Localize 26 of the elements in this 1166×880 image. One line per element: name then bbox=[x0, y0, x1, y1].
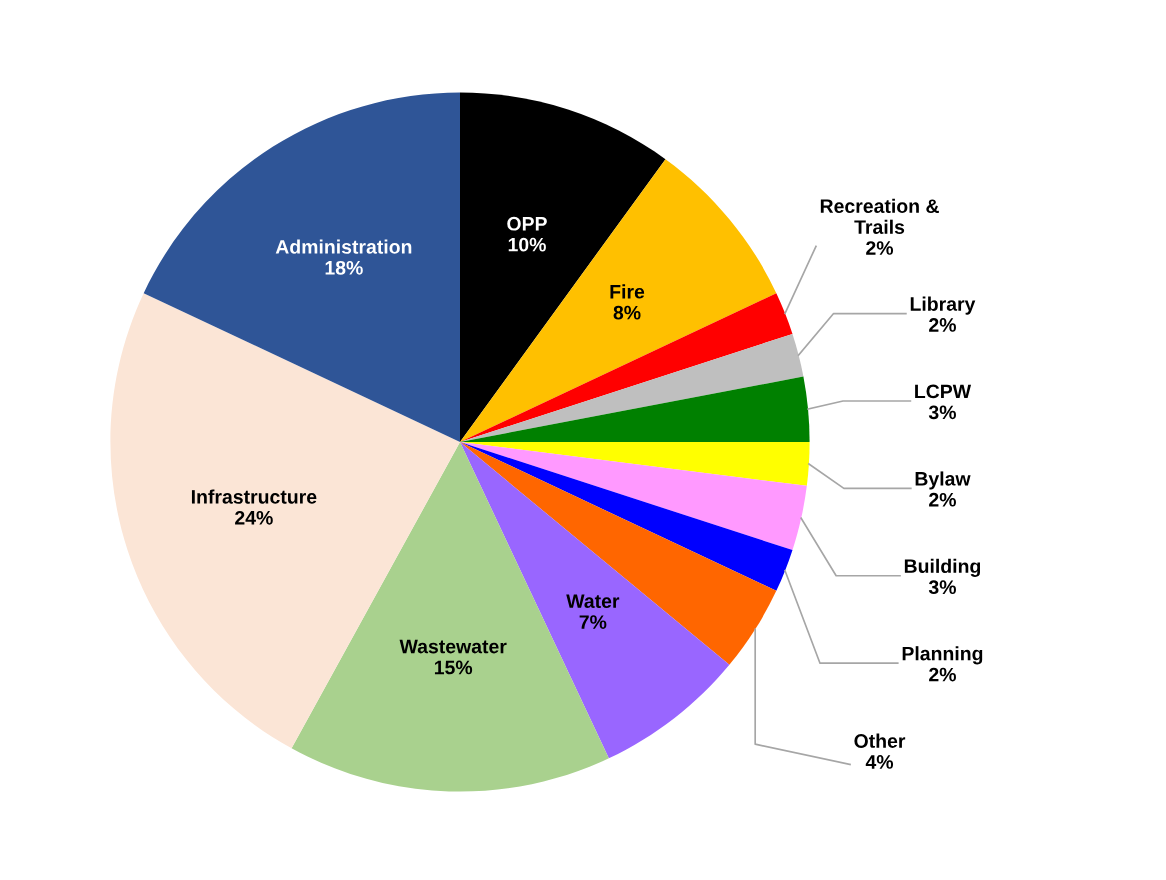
data-label: 10% bbox=[508, 237, 546, 252]
data-label: 24% bbox=[235, 510, 273, 525]
data-label: 2% bbox=[929, 318, 956, 332]
slice-label: Planning bbox=[902, 646, 983, 665]
data-label: 4% bbox=[865, 755, 894, 769]
data-label: 3% bbox=[928, 580, 956, 595]
slice-label: Fire bbox=[610, 284, 645, 299]
slice-label: Bylaw bbox=[915, 471, 971, 490]
data-label: 2% bbox=[866, 241, 894, 255]
slice-label: Building bbox=[904, 558, 981, 577]
slice-label: Wastewater bbox=[399, 639, 507, 654]
data-label: 18% bbox=[325, 260, 363, 275]
data-label: 3% bbox=[928, 405, 956, 420]
data-label: 15% bbox=[434, 660, 473, 675]
data-label: 8% bbox=[613, 305, 641, 320]
slice-label: Recreation & Trails bbox=[820, 198, 939, 234]
slice-label: Water bbox=[566, 594, 620, 609]
slice-label: Infrastructure bbox=[191, 489, 317, 504]
slice-label: Library bbox=[910, 296, 976, 315]
slice-label: Administration bbox=[275, 239, 412, 254]
data-label: 2% bbox=[929, 667, 956, 682]
slice-label: OPP bbox=[507, 216, 547, 231]
slice-label: LCPW bbox=[915, 384, 972, 399]
data-label: 2% bbox=[929, 492, 956, 507]
slice-label: Other bbox=[854, 733, 906, 748]
data-label: 7% bbox=[579, 615, 607, 629]
